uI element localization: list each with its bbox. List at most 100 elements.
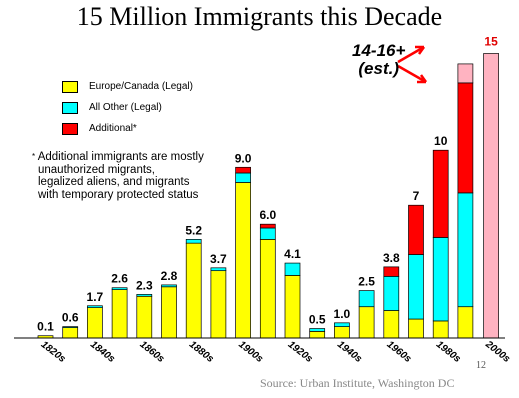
bar-2000s-projection: [483, 53, 499, 339]
legend-label-europe: Europe/Canada (Legal): [89, 81, 193, 92]
value-labels-group: 0.1 0.6 1.7 2.6 2.3 2.8 5.2 3.7 9.0 6.0 4.1 0.5 1.0 2…: [37, 34, 498, 333]
arrow-up-head: [415, 45, 426, 55]
value-label-1860s: 2.3: [136, 278, 153, 292]
x-tick-1840s: 1840s: [88, 339, 117, 365]
estimate-note: (est.): [358, 59, 400, 78]
bar-1830s-europe: [62, 327, 79, 339]
bar-1860s-europe: [136, 295, 153, 339]
bar-1980s-additional: [432, 149, 449, 238]
x-tick-1960s: 1960s: [384, 339, 413, 365]
legend-swatch-other: [62, 101, 78, 114]
bar-1940s-other: [334, 322, 350, 327]
bar-1890s-europe: [210, 270, 227, 339]
bar-1970s-europe: [408, 318, 424, 339]
legend-item-other: All Other (Legal): [62, 99, 193, 116]
value-label-2000s: 15: [484, 34, 498, 48]
x-tick-1920s: 1920s: [286, 339, 315, 365]
legend-item-europe: Europe/Canada (Legal): [62, 78, 193, 95]
footnote-line-1: * Additional immigrants are mostly: [32, 151, 204, 163]
bar-1910s-additional: [259, 223, 276, 229]
legend: Europe/Canada (Legal) All Other (Legal) …: [62, 78, 193, 141]
bar-1880s-other: [185, 239, 202, 244]
bar-1850s-europe: [111, 289, 128, 339]
value-label-1830s: 0.6: [62, 311, 79, 325]
value-label-1870s: 2.8: [161, 269, 178, 283]
legend-item-additional: Additional*: [62, 120, 193, 137]
x-tick-2000s: 2000s: [483, 339, 513, 366]
chart-title: 15 Million Immigrants this Decade: [76, 2, 443, 31]
bar-1900s-additional: [235, 166, 251, 174]
page-number: 12: [476, 360, 486, 371]
legend-label-additional: Additional*: [89, 123, 137, 134]
bar-1840s-europe: [87, 307, 103, 339]
bar-1970s-other: [408, 254, 424, 320]
bar-1910s-europe: [259, 239, 276, 339]
bar-1870s-europe: [161, 286, 177, 339]
value-label-1820s: 0.1: [37, 320, 54, 334]
bar-1930s-europe: [309, 331, 326, 339]
arrow-down-shaft: [397, 64, 427, 84]
bar-1830s-other: [62, 326, 79, 328]
legend-swatch-additional: [62, 122, 78, 135]
value-label-1960s: 3.8: [383, 251, 400, 265]
bar-1920s-other: [284, 262, 301, 276]
x-tick-1900s: 1900s: [236, 339, 265, 365]
footnote: * Additional immigrants are mostly unaut…: [26, 151, 231, 201]
value-label-1840s: 1.7: [87, 290, 104, 304]
bar-1950s-europe: [358, 306, 375, 339]
arrow-down-head: [417, 74, 428, 84]
bar-1940s-europe: [334, 326, 350, 339]
bar-1880s-europe: [185, 242, 202, 339]
value-label-1930s: 0.5: [309, 313, 326, 327]
value-label-1890s: 3.7: [210, 252, 227, 266]
bar-1990s-range-extension: [457, 63, 474, 84]
x-tick-1980s: 1980s: [434, 339, 463, 365]
value-label-1880s: 5.2: [185, 223, 202, 237]
bar-1850s-other: [111, 287, 128, 290]
x-tick-1860s: 1860s: [137, 339, 166, 365]
bar-1920s-europe: [284, 275, 301, 339]
bar-1970s-additional: [408, 204, 424, 255]
x-tick-labels-group: 1820s 1840s 1860s 1880s 1900s 1920s 1940s 1960s…: [39, 339, 513, 366]
estimate-range: 14-16+: [352, 41, 406, 60]
value-label-1940s: 1.0: [334, 307, 351, 321]
bar-1870s-other: [161, 284, 177, 288]
bar-1900s-europe: [235, 182, 251, 339]
value-label-1900s: 9.0: [235, 151, 252, 165]
footnote-line-4: with temporary protected status: [38, 188, 199, 201]
footnote-line-2: unauthorized migrants,: [38, 163, 155, 176]
value-label-1980s: 10: [434, 134, 448, 148]
legend-label-other: All Other (Legal): [89, 102, 162, 113]
bar-1910s-other: [259, 227, 276, 240]
x-tick-1820s: 1820s: [39, 339, 68, 365]
legend-swatch-europe: [62, 80, 78, 93]
estimate-annotation: 14-16+ (est.): [352, 42, 405, 78]
bar-1890s-other: [210, 267, 227, 272]
bar-1950s-other: [358, 290, 375, 308]
footnote-line-3: legalized aliens, and migrants: [38, 176, 190, 188]
source-note: Source: Urban Institute, Washington DC: [260, 376, 455, 390]
value-label-1950s: 2.5: [358, 275, 375, 289]
bar-1960s-other: [383, 276, 400, 311]
value-label-1910s: 6.0: [259, 208, 276, 222]
annotation-arrows: [397, 45, 428, 84]
arrow-up-shaft: [397, 45, 425, 64]
value-label-1970s: 7: [413, 189, 420, 203]
bar-1980s-europe: [432, 320, 449, 339]
bar-1960s-europe: [383, 310, 400, 339]
bar-1860s-other: [136, 294, 153, 297]
bar-1990s-europe: [457, 306, 474, 339]
bar-1990s-other: [457, 192, 474, 308]
bar-1980s-other: [432, 237, 449, 322]
x-tick-1940s: 1940s: [335, 339, 364, 365]
bar-1900s-other: [235, 172, 251, 183]
footnote-marker: *: [32, 152, 36, 161]
bar-1930s-other: [309, 328, 326, 332]
value-label-1850s: 2.6: [111, 272, 128, 286]
value-label-1920s: 4.1: [284, 247, 301, 261]
bar-1990s-additional: [457, 82, 474, 194]
bar-1960s-additional: [383, 266, 400, 277]
x-tick-1880s: 1880s: [187, 339, 216, 365]
bar-1840s-other: [87, 305, 103, 309]
